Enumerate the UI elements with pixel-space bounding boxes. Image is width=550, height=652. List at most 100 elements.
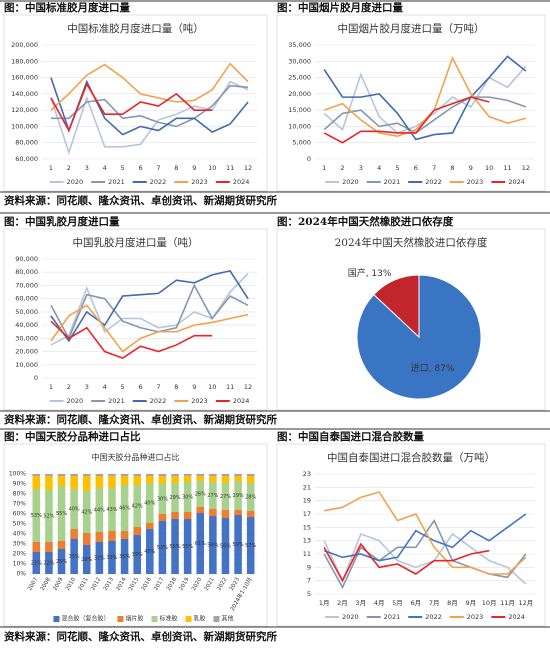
- series-line: [50, 84, 249, 128]
- y-tick-label: 0%: [16, 571, 26, 578]
- bar-segment: [146, 523, 154, 529]
- panel-frame: [276, 228, 546, 411]
- bar-segment: [70, 474, 78, 476]
- y-tick-label: 11: [303, 550, 311, 558]
- x-tick-label: 2010: [65, 576, 77, 592]
- x-tick-label: 9: [192, 383, 196, 391]
- x-tick-label: 10: [208, 383, 216, 391]
- bar-segment: [32, 489, 41, 542]
- bar-segment: [108, 476, 116, 488]
- data-label: 29%: [169, 495, 180, 501]
- y-tick-label: 40%: [13, 531, 27, 538]
- y-tick-label: 140,000: [11, 90, 38, 98]
- bar-segment: [183, 474, 192, 476]
- x-tick-label: 2: [67, 383, 71, 391]
- x-tick-label: 2018: [166, 576, 178, 592]
- data-label: 46%: [119, 506, 130, 512]
- legend-label: 2022: [150, 178, 167, 186]
- data-label: 58%: [207, 543, 218, 549]
- y-tick-label: 200,000: [11, 41, 38, 49]
- data-label: 27%: [220, 494, 231, 500]
- bar-segment: [120, 539, 129, 574]
- x-tick-label: 6: [138, 164, 142, 172]
- legend-swatch: [213, 616, 220, 622]
- legend-label: 2021: [384, 613, 401, 621]
- series-line: [323, 55, 527, 141]
- data-label: 39%: [132, 552, 143, 558]
- y-tick-label: 40,000: [15, 321, 38, 329]
- x-tick-label: 2023: [229, 576, 241, 592]
- x-tick-label: 2016: [141, 576, 153, 592]
- x-tick-label: 9月: [466, 599, 477, 607]
- chart-title: 中国乳胶月度进口量（吨）: [73, 236, 199, 249]
- bar-segment: [45, 490, 53, 542]
- bar-segment: [183, 476, 192, 482]
- series-line: [323, 542, 490, 583]
- bar-segment: [95, 488, 104, 532]
- bar-segment: [45, 552, 53, 574]
- legend-label: 2024: [233, 178, 250, 186]
- data-label: 61%: [195, 541, 206, 547]
- data-label: 55%: [169, 544, 180, 550]
- x-tick-label: 9: [469, 164, 473, 172]
- y-tick-label: 20,000: [15, 348, 38, 356]
- y-tick-label: 15: [303, 523, 311, 531]
- data-label: 43%: [106, 507, 117, 513]
- bar-segment: [57, 486, 66, 541]
- y-tick-label: 120,000: [11, 106, 38, 114]
- x-tick-label: 4: [103, 383, 107, 391]
- bar-segment: [246, 511, 255, 517]
- x-tick-label: 5: [121, 383, 125, 391]
- source: 资料来源：同花顺、隆众资讯、卓创资讯、新湖期货研究所: [4, 413, 277, 426]
- bar-segment: [32, 476, 41, 489]
- data-label: 44%: [94, 508, 105, 514]
- x-tick-label: 7: [432, 164, 436, 172]
- bar-segment: [133, 474, 141, 476]
- x-tick-label: 1: [49, 164, 53, 172]
- data-label: 29%: [233, 493, 244, 499]
- bar-segment: [171, 474, 179, 476]
- bar-segment: [209, 482, 217, 509]
- bar-segment: [146, 483, 154, 523]
- bar-segment: [82, 533, 91, 545]
- legend-label: 2023: [467, 178, 484, 186]
- bar-segment: [171, 519, 179, 574]
- series-line: [324, 491, 527, 575]
- bar-segment: [246, 476, 255, 483]
- y-tick-label: 30,000: [288, 57, 311, 65]
- y-tick-label: 0: [34, 374, 38, 382]
- y-tick-label: 17: [303, 510, 311, 518]
- bar-segment: [158, 484, 167, 514]
- bar-segment: [221, 476, 230, 483]
- bar-segment: [221, 518, 230, 574]
- x-tick-label: 12: [522, 164, 530, 172]
- bar-segment: [32, 474, 41, 476]
- legend-label: 其他: [222, 615, 234, 623]
- series-line: [50, 304, 249, 353]
- data-label: 56%: [220, 544, 231, 550]
- data-label: 22%: [43, 561, 54, 567]
- caption: 图：中国天胶分品种进口占比: [4, 430, 141, 443]
- bar-segment: [183, 519, 192, 574]
- bar-segment: [171, 476, 179, 483]
- y-tick-label: 19: [303, 497, 311, 505]
- y-tick-label: 70%: [13, 501, 27, 508]
- legend: 2020 2021 2022 2023 2024: [49, 397, 249, 405]
- series-line: [323, 513, 527, 562]
- caption: 图：中国自泰国进口混合胶数量: [277, 430, 424, 443]
- legend-swatch: [53, 616, 60, 622]
- bar-segment: [196, 474, 205, 476]
- bar-segment: [108, 541, 116, 574]
- y-tick-label: 7: [307, 577, 311, 585]
- legend-label: 2020: [67, 178, 84, 186]
- bar-segment: [221, 474, 230, 476]
- y-tick-label: 9: [307, 563, 311, 571]
- bar-segment: [70, 489, 78, 529]
- series-line: [50, 82, 213, 133]
- bar-segment: [108, 474, 116, 476]
- x-tick-label: 2020: [191, 576, 203, 592]
- x-tick-label: 7: [156, 383, 160, 391]
- series-line: [323, 56, 527, 138]
- x-tick-label: 2019: [178, 576, 190, 592]
